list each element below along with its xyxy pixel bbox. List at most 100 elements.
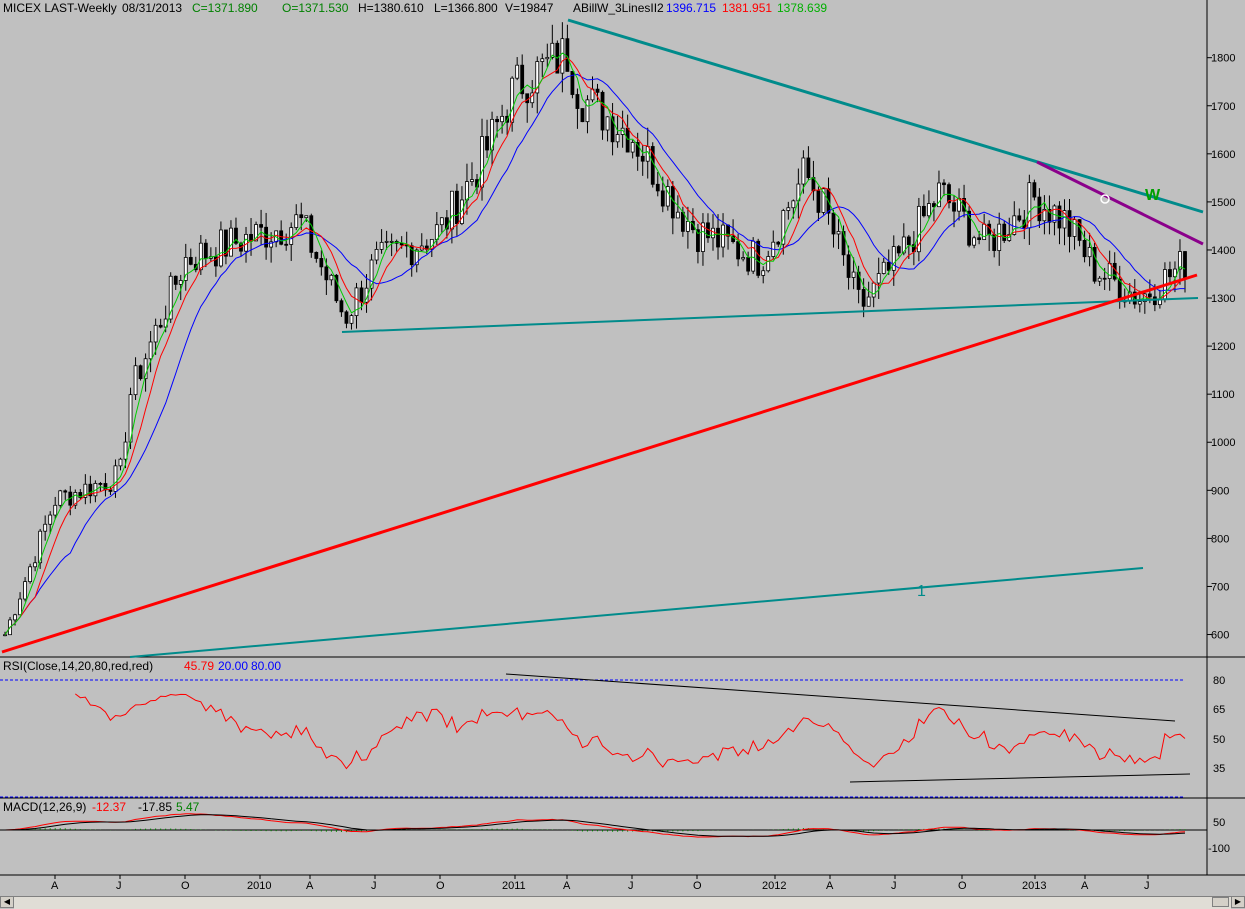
candle-body [660, 190, 665, 207]
header-symbol: MICEX LAST-Weekly [3, 1, 117, 15]
rsi-value: 45.79 [184, 659, 214, 673]
candle-body [495, 118, 499, 123]
candle-body [1062, 210, 1067, 229]
header-open: O=1371.530 [282, 1, 349, 15]
candle-body [133, 365, 138, 396]
candle-body [927, 203, 931, 217]
candle-body [354, 287, 359, 317]
candle-body [399, 242, 404, 246]
scroll-left-button[interactable]: ◀ [0, 896, 14, 908]
candle-body [962, 198, 966, 212]
candle-body [1107, 262, 1112, 280]
candle-body [143, 358, 148, 380]
candle-body [570, 71, 575, 95]
candle-body [374, 248, 379, 261]
candle-body [515, 64, 520, 79]
candle-body [776, 241, 781, 245]
candle-body [821, 188, 826, 213]
candle-body [841, 231, 846, 256]
candle-body [665, 186, 670, 207]
candle-body [178, 280, 183, 285]
candle-body [746, 257, 751, 272]
macd-line [4, 813, 1186, 838]
time-tick-label: 2010 [247, 880, 271, 892]
time-tick-label: A [563, 880, 571, 892]
candle-body [871, 282, 876, 298]
candle-body [861, 289, 866, 307]
candle-body [63, 490, 68, 493]
scroll-right-button[interactable]: ▶ [1231, 896, 1245, 908]
ma-green-line [4, 52, 1186, 635]
price-tick-label: 1200 [1211, 341, 1235, 353]
candle-body [1102, 277, 1107, 280]
time-tick-label: 2011 [502, 880, 526, 892]
candle-body [685, 220, 690, 232]
candle-body [565, 38, 570, 72]
rsi-trendline-lower [849, 773, 1191, 783]
candle-body [103, 483, 108, 491]
candle-body [1082, 240, 1087, 258]
candle-body [545, 56, 550, 60]
candle-body [932, 203, 936, 208]
candle-body [304, 215, 309, 219]
candle-body [244, 233, 248, 252]
candle-body [203, 242, 208, 259]
candle-body [846, 254, 851, 278]
candle-body [183, 257, 188, 281]
candle-body [339, 300, 344, 313]
candle-body [28, 566, 33, 583]
candle-body [942, 182, 946, 186]
candle-body [1067, 210, 1072, 237]
candle-body [580, 108, 585, 123]
candle-body [906, 236, 911, 246]
candle-body [449, 190, 454, 230]
rsi-tick: 35 [1213, 763, 1225, 775]
candle-body [696, 229, 700, 252]
candle-body [1152, 296, 1157, 306]
candle-body [620, 127, 625, 135]
candle-body [379, 241, 384, 250]
candle-body [816, 190, 821, 213]
candle-body [470, 179, 474, 182]
candle-body [414, 249, 419, 266]
candle-body [921, 205, 926, 217]
candle-body [23, 581, 27, 600]
price-tick-label: 1800 [1211, 53, 1235, 65]
candle-body [670, 186, 675, 219]
header-date: 08/31/2013 [122, 1, 182, 15]
candle-body [224, 229, 228, 257]
time-tick-label: J [371, 880, 377, 892]
time-tick-label: O [436, 880, 445, 892]
rsi-line [74, 693, 1186, 770]
candle-body [791, 200, 796, 209]
candle-body [952, 202, 956, 212]
price-axis: 1800 1700 1600 1500 1400 1300 1200 1100 1000 900 8… [1207, 53, 1235, 642]
candle-body [891, 246, 896, 271]
price-tick-label: 800 [1211, 533, 1229, 545]
candle-body [1032, 182, 1037, 198]
candle-body [721, 224, 725, 248]
candle-body [83, 483, 88, 498]
rsi-upper: 80.00 [251, 659, 281, 673]
candle-body [831, 212, 836, 235]
candle-body [48, 514, 53, 525]
candle-body [806, 157, 811, 178]
candle-body [510, 77, 515, 123]
scrollbar-thumb[interactable] [1212, 897, 1229, 907]
candle-body [148, 341, 153, 360]
candle-body [550, 42, 555, 58]
candle-body [896, 246, 901, 254]
candle-body [480, 136, 484, 188]
candle-body [73, 492, 78, 506]
rsi-tick: 50 [1213, 734, 1225, 746]
rsi-tick: 65 [1213, 704, 1225, 716]
candle-body [947, 184, 951, 204]
candle-body [1147, 293, 1152, 298]
candle-body [485, 136, 489, 151]
candle-body [525, 93, 530, 104]
candle-body [886, 261, 891, 271]
candle-body [540, 58, 545, 62]
candle-body [1037, 196, 1042, 222]
horizontal-scrollbar[interactable] [14, 896, 1231, 909]
